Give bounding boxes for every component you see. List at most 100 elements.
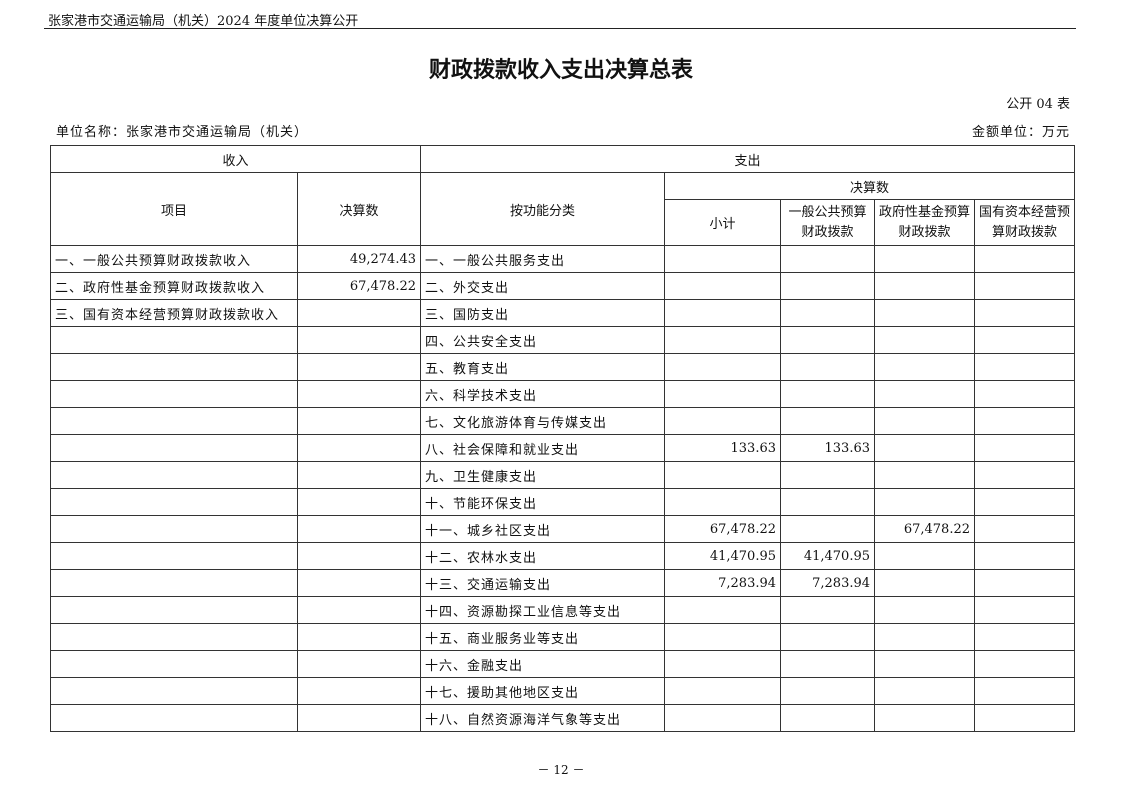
expense-function-cell: 九、卫生健康支出	[420, 461, 666, 489]
income-item-cell	[50, 434, 298, 462]
table-row: 十三、交通运输支出 7,283.94 7,283.94	[50, 569, 1076, 597]
expense-general-cell	[780, 272, 876, 300]
expense-subtotal-cell	[664, 488, 782, 516]
income-amount-cell	[296, 623, 422, 651]
income-amount-cell	[296, 650, 422, 678]
expense-general-cell	[780, 245, 876, 273]
expense-subtotal-cell	[664, 299, 782, 327]
income-item-cell	[50, 407, 298, 435]
income-item-cell	[50, 677, 298, 705]
expense-fund-cell	[874, 380, 976, 408]
income-item-cell	[50, 326, 298, 354]
expense-function-cell: 十八、自然资源海洋气象等支出	[420, 704, 666, 732]
col-state: 国有资本经营预算财政拨款	[974, 199, 1076, 246]
expense-state-cell	[974, 623, 1076, 651]
expense-function-cell: 六、科学技术支出	[420, 380, 666, 408]
table-row: 十四、资源勘探工业信息等支出	[50, 596, 1076, 624]
expense-fund-cell	[874, 461, 976, 489]
expense-fund-cell	[874, 407, 976, 435]
table-row: 二、政府性基金预算财政拨款收入 67,478.22 二、外交支出	[50, 272, 1076, 300]
table-number: 公开 04 表	[1006, 97, 1070, 112]
col-item: 项目	[50, 172, 298, 246]
income-item-cell	[50, 569, 298, 597]
expense-fund-cell	[874, 596, 976, 624]
expense-function-cell: 三、国防支出	[420, 299, 666, 327]
expense-subtotal-cell	[664, 380, 782, 408]
table-row: 八、社会保障和就业支出 133.63 133.63	[50, 434, 1076, 462]
expense-general-cell: 7,283.94	[780, 569, 876, 597]
expense-general-cell	[780, 677, 876, 705]
expense-general-cell	[780, 596, 876, 624]
income-amount-cell	[296, 299, 422, 327]
table-row: 十二、农林水支出 41,470.95 41,470.95	[50, 542, 1076, 570]
expense-subtotal-cell	[664, 650, 782, 678]
page-title: 财政拨款收入支出决算总表	[428, 58, 693, 83]
income-item-cell	[50, 623, 298, 651]
income-item-cell	[50, 353, 298, 381]
expense-subtotal-cell	[664, 272, 782, 300]
income-amount-cell	[296, 677, 422, 705]
expense-general-cell	[780, 704, 876, 732]
table-row: 十七、援助其他地区支出	[50, 677, 1076, 705]
table-row: 五、教育支出	[50, 353, 1076, 381]
expense-state-cell	[974, 353, 1076, 381]
expense-fund-cell	[874, 542, 976, 570]
expense-function-cell: 七、文化旅游体育与传媒支出	[420, 407, 666, 435]
col-fund: 政府性基金预算财政拨款	[874, 199, 976, 246]
expense-state-cell	[974, 272, 1076, 300]
expense-state-cell	[974, 515, 1076, 543]
expense-fund-cell	[874, 272, 976, 300]
money-unit: 金额单位：万元	[971, 125, 1070, 140]
expense-fund-cell	[874, 623, 976, 651]
expense-function-cell: 十四、资源勘探工业信息等支出	[420, 596, 666, 624]
table-row: 六、科学技术支出	[50, 380, 1076, 408]
expense-fund-cell	[874, 353, 976, 381]
income-amount-cell	[296, 380, 422, 408]
income-item-cell	[50, 542, 298, 570]
income-item-cell: 三、国有资本经营预算财政拨款收入	[50, 299, 298, 327]
income-item-cell	[50, 704, 298, 732]
income-item-cell	[50, 461, 298, 489]
expense-state-cell	[974, 434, 1076, 462]
expense-function-cell: 一、一般公共服务支出	[420, 245, 666, 273]
expense-subtotal-cell: 67,478.22	[664, 515, 782, 543]
expense-general-cell	[780, 326, 876, 354]
expense-fund-cell	[874, 704, 976, 732]
expense-fund-cell	[874, 677, 976, 705]
income-amount-cell	[296, 488, 422, 516]
expense-function-cell: 五、教育支出	[420, 353, 666, 381]
table-row: 十一、城乡社区支出 67,478.22 67,478.22	[50, 515, 1076, 543]
expense-function-cell: 十一、城乡社区支出	[420, 515, 666, 543]
expense-state-cell	[974, 596, 1076, 624]
expense-state-cell	[974, 704, 1076, 732]
expense-function-cell: 十六、金融支出	[420, 650, 666, 678]
expense-general-cell	[780, 380, 876, 408]
expense-fund-cell: 67,478.22	[874, 515, 976, 543]
expense-function-cell: 二、外交支出	[420, 272, 666, 300]
income-amount-cell: 49,274.43	[296, 245, 422, 273]
income-header: 收入	[49, 145, 422, 173]
income-item-cell: 一、一般公共预算财政拨款收入	[50, 245, 298, 273]
page-number: － 12 －	[537, 763, 585, 777]
expense-fund-cell	[874, 434, 976, 462]
expense-state-cell	[974, 488, 1076, 516]
expense-general-cell	[780, 515, 876, 543]
expense-general-cell	[780, 461, 876, 489]
expense-function-cell: 十三、交通运输支出	[420, 569, 666, 597]
expense-general-cell	[780, 623, 876, 651]
expense-general-cell	[780, 407, 876, 435]
expense-state-cell	[974, 650, 1076, 678]
expense-function-cell: 十五、商业服务业等支出	[420, 623, 666, 651]
expense-function-cell: 十七、援助其他地区支出	[420, 677, 666, 705]
income-amount-cell	[296, 461, 422, 489]
expense-fund-cell	[874, 488, 976, 516]
expense-fund-cell	[874, 299, 976, 327]
expense-general-cell: 133.63	[780, 434, 876, 462]
table-row: 十六、金融支出	[50, 650, 1076, 678]
income-item-cell	[50, 515, 298, 543]
expense-subtotal-cell: 7,283.94	[664, 569, 782, 597]
table-row: 十八、自然资源海洋气象等支出	[50, 704, 1076, 732]
expense-fund-cell	[874, 650, 976, 678]
col-amount: 决算数	[296, 172, 422, 246]
expense-state-cell	[974, 245, 1076, 273]
